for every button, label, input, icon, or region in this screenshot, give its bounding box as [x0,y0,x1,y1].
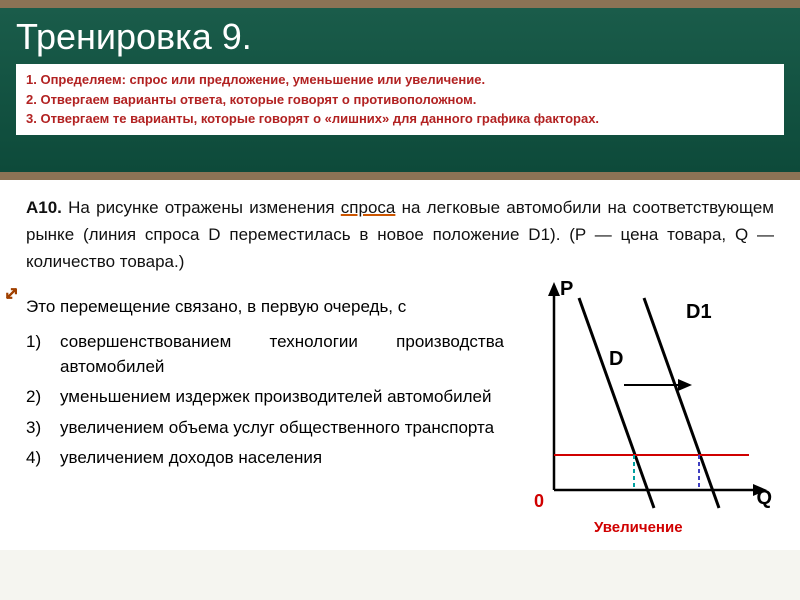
axis-label-p: P [560,278,573,301]
instruction-3: 3. Отвергаем те варианты, которые говоря… [26,109,774,129]
instruction-2: 2. Отвергаем варианты ответа, которые го… [26,90,774,110]
option-1-num: 1) [26,330,60,355]
chalkboard-header: Тренировка 9. 1. Определяем: спрос или п… [0,0,800,180]
option-3-text: увеличением объема услуг общественного т… [60,416,504,441]
instruction-1: 1. Определяем: спрос или предложение, ум… [26,70,774,90]
q-before: На рисунке отражены изменения [62,198,341,217]
origin-label: 0 [534,491,544,512]
chart-svg: D D1 [514,280,774,520]
q-underlined: спроса [341,198,396,217]
margin-arrow-2: ↗ [4,280,19,306]
demand-chart: P Q 0 D D1 Увеличение [514,280,774,540]
question-label: А10. [26,198,62,217]
option-1: 1) совершенствованием технологии произво… [26,330,504,379]
option-2-text: уменьшением издержек производителей авто… [60,385,504,410]
option-2: 2) уменьшением издержек производителей а… [26,385,504,410]
option-3-num: 3) [26,416,60,441]
option-1-text: совершенствованием технологии производст… [60,330,504,379]
sub-text: Это перемещение связано, в первую очеред… [26,294,504,320]
label-d: D [609,348,623,370]
content-area: А10. На рисунке отражены изменения спрос… [0,180,800,550]
chart-caption: Увеличение [594,519,683,536]
option-3: ↙ 3) увеличением объема услуг общественн… [26,416,504,441]
axis-label-q: Q [756,487,772,510]
option-4: ↗ 4) увеличением доходов населения [26,446,504,471]
label-d1: D1 [686,301,712,323]
question-paragraph: А10. На рисунке отражены изменения спрос… [26,194,774,276]
option-4-num: 4) [26,446,60,471]
page-title: Тренировка 9. [16,16,784,58]
options-column: Это перемещение связано, в первую очеред… [26,280,514,540]
option-4-text: увеличением доходов населения [60,446,504,471]
lower-row: Это перемещение связано, в первую очеред… [26,280,774,540]
option-2-num: 2) [26,385,60,410]
instructions-box: 1. Определяем: спрос или предложение, ум… [16,64,784,135]
